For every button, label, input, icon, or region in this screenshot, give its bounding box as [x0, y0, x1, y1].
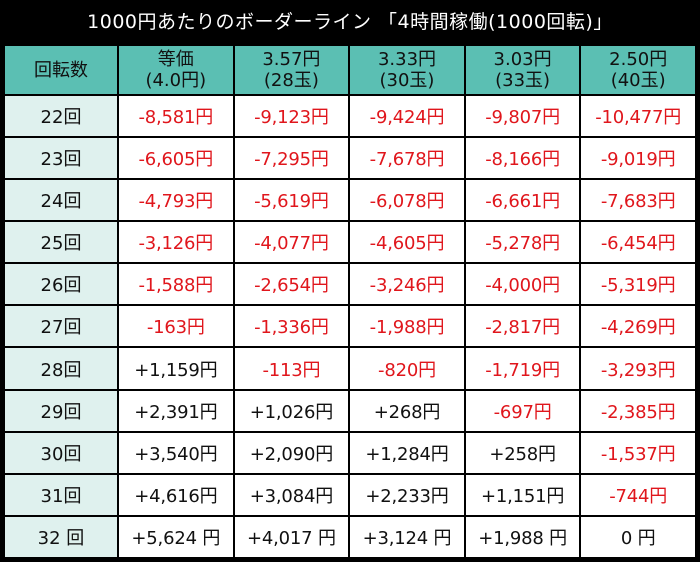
table-row: 27回 -163円 -1,336円 -1,988円 -2,817円 -4,269円	[5, 306, 695, 347]
table-cell: +3,540円	[119, 432, 233, 473]
table-cell: +5,624 円	[119, 516, 233, 557]
table-cell: -3,126円	[119, 222, 233, 263]
row-spin-count-label: 27回	[5, 306, 117, 347]
border-line-table: 回転数 等価 (4.0円) 3.57円 (28玉) 3.33円 (30玉) 3.03円 (33…	[3, 44, 697, 559]
table-cell: -9,807円	[465, 96, 580, 137]
table-cell: +1,026円	[234, 390, 349, 431]
table-cell: +1,151円	[465, 474, 580, 515]
table-cell: +4,616円	[119, 474, 233, 515]
header-cell-rate-0: 等価 (4.0円)	[119, 46, 233, 94]
table-row: 30回 +3,540円 +2,090円 +1,284円 +258円 -1,537円	[5, 432, 695, 473]
table-cell: -4,605円	[350, 222, 464, 263]
table-cell: -3,246円	[350, 264, 464, 305]
header-rate-sub-label: (30玉)	[379, 70, 435, 91]
table-cell: +3,124 円	[350, 516, 464, 557]
table-cell: -9,019円	[581, 138, 695, 179]
table-cell: -6,605円	[119, 138, 233, 179]
table-cell: -6,078円	[350, 180, 464, 221]
table-cell: -9,424円	[350, 96, 464, 137]
header-cell-spin-count: 回転数	[5, 46, 117, 94]
table-cell: -1,588円	[119, 264, 233, 305]
table-row: 22回 -8,581円 -9,123円 -9,424円 -9,807円 -10,477円	[5, 96, 695, 137]
table-body: 22回 -8,581円 -9,123円 -9,424円 -9,807円 -10,477円 2…	[5, 96, 695, 557]
table-row: 31回 +4,616円 +3,084円 +2,233円 +1,151円 -744円	[5, 474, 695, 515]
row-spin-count-label: 32 回	[5, 516, 117, 557]
table-cell: -9,123円	[234, 96, 349, 137]
header-rate-label: 3.33円	[377, 49, 437, 70]
table-cell: -2,654円	[234, 264, 349, 305]
row-spin-count-label: 28回	[5, 348, 117, 389]
table-cell: -6,661円	[465, 180, 580, 221]
table-row: 23回 -6,605円 -7,295円 -7,678円 -8,166円 -9,019円	[5, 138, 695, 179]
header-row: 回転数 等価 (4.0円) 3.57円 (28玉) 3.33円 (30玉) 3.03円 (33…	[5, 46, 695, 94]
header-cell-rate-4: 2.50円 (40玉)	[581, 46, 695, 94]
table-cell: -163円	[119, 306, 233, 347]
table-cell: -5,278円	[465, 222, 580, 263]
table-cell: -7,295円	[234, 138, 349, 179]
table-row: 25回 -3,126円 -4,077円 -4,605円 -5,278円 -6,454円	[5, 222, 695, 263]
table-cell: +2,391円	[119, 390, 233, 431]
header-label: 回転数	[34, 59, 88, 81]
table-cell: -4,000円	[465, 264, 580, 305]
header-cell-rate-1: 3.57円 (28玉)	[234, 46, 349, 94]
table-cell: -697円	[465, 390, 580, 431]
table-cell: -4,793円	[119, 180, 233, 221]
header-rate-label: 3.57円	[262, 49, 321, 70]
table-cell: -2,385円	[581, 390, 695, 431]
header-rate-sub-label: (40玉)	[610, 70, 666, 91]
row-spin-count-label: 25回	[5, 222, 117, 263]
row-spin-count-label: 30回	[5, 432, 117, 473]
row-spin-count-label: 24回	[5, 180, 117, 221]
header-rate-sub-label: (28玉)	[263, 70, 319, 91]
table-cell: -113円	[234, 348, 349, 389]
table-cell: -3,293円	[581, 348, 695, 389]
table-cell: -6,454円	[581, 222, 695, 263]
header-cell-rate-3: 3.03円 (33玉)	[465, 46, 580, 94]
table-cell: +4,017 円	[234, 516, 349, 557]
table-cell: -4,269円	[581, 306, 695, 347]
table-cell: +268円	[350, 390, 464, 431]
table-row: 29回 +2,391円 +1,026円 +268円 -697円 -2,385円	[5, 390, 695, 431]
table-cell: 0 円	[581, 516, 695, 557]
table-cell: -8,581円	[119, 96, 233, 137]
table-cell: -5,619円	[234, 180, 349, 221]
header-rate-sub-label: (33玉)	[495, 70, 551, 91]
table-cell: -820円	[350, 348, 464, 389]
table-cell: -8,166円	[465, 138, 580, 179]
table-cell: -4,077円	[234, 222, 349, 263]
table-row: 26回 -1,588円 -2,654円 -3,246円 -4,000円 -5,319円	[5, 264, 695, 305]
row-spin-count-label: 26回	[5, 264, 117, 305]
table-cell: +258円	[465, 432, 580, 473]
header-rate-sub-label: (4.0円)	[145, 70, 207, 91]
header-rate-label: 3.03円	[493, 49, 552, 70]
table-cell: -1,988円	[350, 306, 464, 347]
row-spin-count-label: 22回	[5, 96, 117, 137]
table-cell: +1,988 円	[465, 516, 580, 557]
header-rate-label: 2.50円	[609, 49, 668, 70]
table-row: 28回 +1,159円 -113円 -820円 -1,719円 -3,293円	[5, 348, 695, 389]
table-cell: -744円	[581, 474, 695, 515]
row-spin-count-label: 23回	[5, 138, 117, 179]
table-cell: -1,537円	[581, 432, 695, 473]
row-spin-count-label: 31回	[5, 474, 117, 515]
table-cell: +1,159円	[119, 348, 233, 389]
table-cell: +2,233円	[350, 474, 464, 515]
header-cell-rate-2: 3.33円 (30玉)	[350, 46, 464, 94]
row-spin-count-label: 29回	[5, 390, 117, 431]
table-cell: -7,683円	[581, 180, 695, 221]
table-cell: -1,336円	[234, 306, 349, 347]
table-cell: +1,284円	[350, 432, 464, 473]
table-cell: -7,678円	[350, 138, 464, 179]
table-title: 1000円あたりのボーダーライン 「4時間稼働(1000回転)」	[87, 11, 613, 33]
table-cell: +3,084円	[234, 474, 349, 515]
table-cell: -2,817円	[465, 306, 580, 347]
table-cell: -10,477円	[581, 96, 695, 137]
table-cell: -5,319円	[581, 264, 695, 305]
table-cell: -1,719円	[465, 348, 580, 389]
header-rate-label: 等価	[157, 49, 194, 70]
table-cell: +2,090円	[234, 432, 349, 473]
table-row: 24回 -4,793円 -5,619円 -6,078円 -6,661円 -7,683円	[5, 180, 695, 221]
